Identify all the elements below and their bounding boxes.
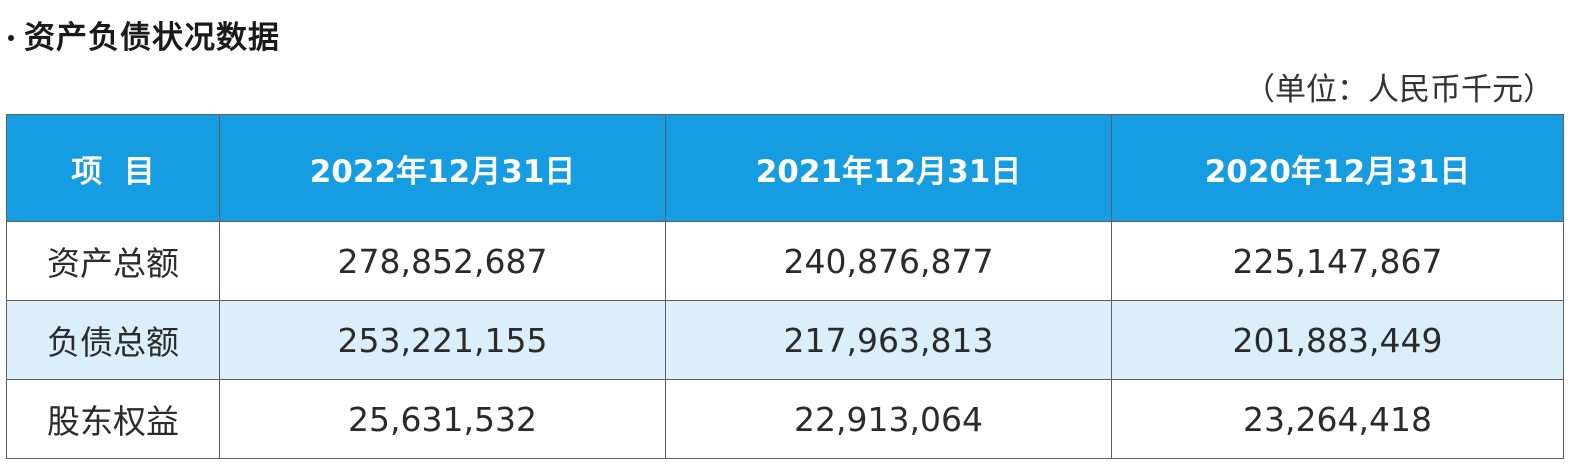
row-label-shareholders-equity: 股东权益 — [6, 379, 220, 459]
header-2020: 2020年12月31日 — [1111, 114, 1564, 222]
table-header-row: 项 目 2022年12月31日 2021年12月31日 2020年12月31日 — [6, 114, 1564, 222]
table-cell: 278,852,687 — [219, 221, 666, 301]
balance-sheet-table: 项 目 2022年12月31日 2021年12月31日 2020年12月31日 … — [6, 114, 1564, 459]
row-label-total-liabilities: 负债总额 — [6, 300, 220, 380]
table-cell: 225,147,867 — [1111, 221, 1564, 301]
table-cell: 23,264,418 — [1111, 379, 1564, 459]
table-cell: 217,963,813 — [665, 300, 1112, 380]
unit-note: （单位：人民币千元） — [1244, 72, 1554, 108]
table-row: 负债总额 253,221,155 217,963,813 201,883,449 — [6, 300, 1564, 380]
table-row: 股东权益 25,631,532 22,913,064 23,264,418 — [6, 379, 1564, 459]
table-cell: 22,913,064 — [665, 379, 1112, 459]
section-title: 资产负债状况数据 — [8, 12, 280, 57]
row-label-total-assets: 资产总额 — [6, 221, 220, 301]
table-row: 资产总额 278,852,687 240,876,877 225,147,867 — [6, 221, 1564, 301]
section-title-text: 资产负债状况数据 — [24, 20, 280, 56]
header-2021: 2021年12月31日 — [665, 114, 1112, 222]
header-2022: 2022年12月31日 — [219, 114, 666, 222]
header-item: 项 目 — [6, 114, 220, 222]
table-cell: 25,631,532 — [219, 379, 666, 459]
bullet-icon — [8, 34, 14, 41]
table-cell: 201,883,449 — [1111, 300, 1564, 380]
table-cell: 253,221,155 — [219, 300, 666, 380]
table-cell: 240,876,877 — [665, 221, 1112, 301]
